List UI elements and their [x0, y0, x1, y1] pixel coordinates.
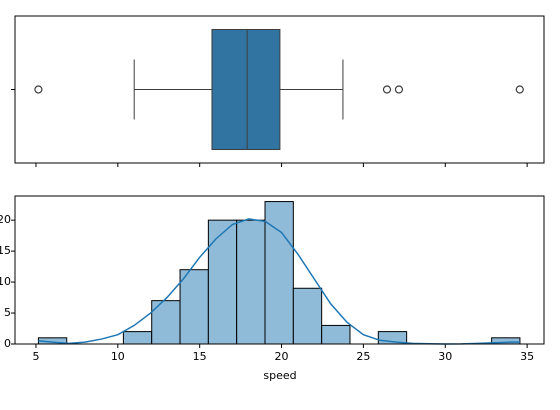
- bar: [292, 287, 323, 345]
- x-tick-label: 25: [356, 350, 370, 363]
- x-tick-label: 20: [275, 350, 289, 363]
- flier: [382, 85, 392, 94]
- flier: [34, 85, 43, 94]
- axes-frame: [14, 195, 545, 345]
- box: [211, 29, 281, 150]
- flier: [515, 85, 524, 94]
- x-tick-label: 5: [32, 350, 39, 363]
- x-tick-label: 15: [193, 350, 207, 363]
- x-tick-label: 35: [520, 350, 534, 363]
- y-tick-label: 10: [0, 275, 11, 288]
- bar: [321, 324, 351, 345]
- x-tick-label: 10: [111, 350, 125, 363]
- bar: [207, 219, 238, 345]
- y-tick-label: 5: [4, 306, 11, 319]
- bar: [236, 219, 266, 345]
- x-tick-label: 30: [438, 350, 452, 363]
- bar: [179, 269, 209, 345]
- y-tick-label: 20: [0, 213, 11, 226]
- axes-frame: [14, 15, 545, 164]
- x-axis-label: speed: [263, 369, 296, 382]
- bar: [122, 331, 153, 345]
- y-tick-label: 15: [0, 244, 11, 257]
- flier: [394, 85, 404, 94]
- bar: [264, 201, 294, 345]
- y-tick-label: 0: [4, 337, 11, 350]
